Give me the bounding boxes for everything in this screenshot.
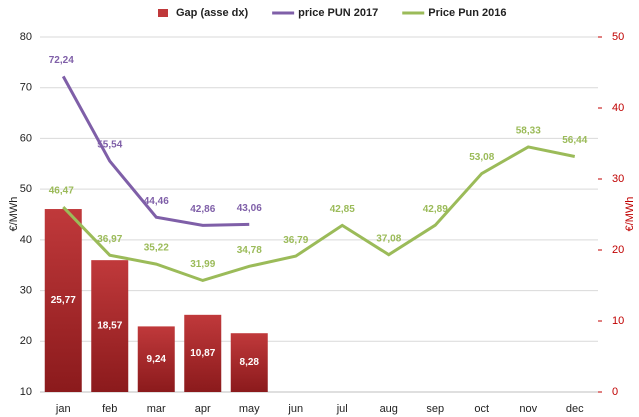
line bbox=[61, 75, 250, 227]
y2-tick-label: 20 bbox=[612, 244, 624, 256]
x-tick-label: nov bbox=[519, 403, 537, 415]
y-axis-label: €/MWh bbox=[8, 197, 20, 232]
y2-tick-label: 10 bbox=[612, 315, 624, 327]
line-value-label: 53,08 bbox=[469, 152, 494, 163]
y-tick-label: 10 bbox=[20, 386, 32, 398]
y2-tick-label: 50 bbox=[612, 31, 624, 43]
x-tick-label: feb bbox=[102, 403, 117, 415]
line-value-label: 34,78 bbox=[237, 245, 262, 256]
legend-swatch bbox=[158, 9, 168, 17]
line-value-label: 31,99 bbox=[190, 259, 215, 270]
line-value-label: 56,44 bbox=[562, 135, 587, 146]
y2-tick-label: 30 bbox=[612, 173, 624, 185]
y-tick-label: 80 bbox=[20, 31, 32, 43]
bar bbox=[184, 314, 222, 392]
bar bbox=[91, 260, 129, 392]
x-tick-label: jan bbox=[55, 403, 71, 415]
bar-value-label: 10,87 bbox=[190, 348, 215, 359]
line-value-label: 36,79 bbox=[283, 235, 308, 246]
x-tick-label: dec bbox=[566, 403, 584, 415]
line-value-label: 42,89 bbox=[423, 204, 448, 215]
legend-label: Gap (asse dx) bbox=[176, 7, 248, 19]
y-tick-label: 60 bbox=[20, 132, 32, 144]
y-tick-label: 50 bbox=[20, 183, 32, 195]
y2-tick-label: 40 bbox=[612, 102, 624, 114]
line-value-label: 43,06 bbox=[237, 203, 262, 214]
bar-value-label: 18,57 bbox=[97, 321, 122, 332]
y-tick-label: 40 bbox=[20, 234, 32, 246]
y-tick-label: 70 bbox=[20, 82, 32, 94]
x-tick-label: may bbox=[239, 403, 260, 415]
x-tick-label: mar bbox=[147, 403, 166, 415]
line-value-label: 46,47 bbox=[49, 186, 74, 197]
y-tick-label: 30 bbox=[20, 284, 32, 296]
line-value-label: 42,86 bbox=[190, 204, 215, 215]
bar-value-label: 25,77 bbox=[51, 295, 76, 306]
line-value-label: 72,24 bbox=[49, 55, 74, 66]
bar bbox=[44, 209, 82, 392]
bar bbox=[137, 326, 175, 392]
x-tick-label: apr bbox=[195, 403, 211, 415]
line-value-label: 44,46 bbox=[144, 196, 169, 207]
bar-value-label: 8,28 bbox=[240, 357, 260, 368]
x-tick-label: sep bbox=[426, 403, 444, 415]
line bbox=[62, 145, 576, 283]
line-value-label: 37,08 bbox=[376, 233, 401, 244]
legend-label: price PUN 2017 bbox=[298, 7, 378, 19]
line-value-label: 58,33 bbox=[516, 126, 541, 137]
x-tick-label: jul bbox=[336, 403, 348, 415]
y-tick-label: 20 bbox=[20, 335, 32, 347]
bar bbox=[230, 333, 268, 392]
bar-value-label: 9,24 bbox=[147, 354, 167, 365]
line-value-label: 42,85 bbox=[330, 204, 355, 215]
line-value-label: 36,97 bbox=[97, 234, 122, 245]
y2-tick-label: 0 bbox=[612, 386, 618, 398]
x-tick-label: oct bbox=[474, 403, 489, 415]
line-value-label: 55,54 bbox=[97, 140, 122, 151]
y2-axis-label: €/MWh bbox=[624, 197, 636, 232]
x-tick-label: aug bbox=[380, 403, 398, 415]
x-tick-label: jun bbox=[287, 403, 303, 415]
legend-label: Price Pun 2016 bbox=[428, 7, 506, 19]
line-value-label: 35,22 bbox=[144, 243, 169, 254]
